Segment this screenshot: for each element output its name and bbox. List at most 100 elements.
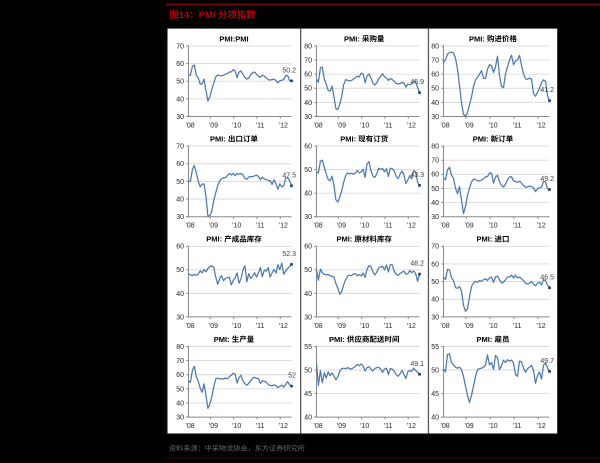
svg-text:30: 30 — [176, 114, 184, 121]
svg-text:’09: ’09 — [337, 323, 346, 330]
svg-text:’12: ’12 — [536, 423, 545, 430]
svg-text:50: 50 — [431, 279, 439, 286]
svg-text:’10: ’10 — [488, 423, 497, 430]
svg-text:50: 50 — [304, 86, 312, 93]
svg-text:50: 50 — [431, 367, 439, 374]
svg-text:PMI:: PMI: — [344, 34, 360, 43]
svg-text:50: 50 — [176, 79, 184, 86]
svg-text:40: 40 — [431, 200, 439, 207]
svg-text:30: 30 — [431, 114, 439, 121]
svg-text:’09: ’09 — [337, 223, 346, 230]
svg-text:60: 60 — [431, 72, 439, 79]
svg-text:30: 30 — [176, 314, 184, 321]
svg-text:PMI:: PMI: — [477, 235, 493, 244]
svg-text:40: 40 — [431, 297, 439, 304]
svg-text:30: 30 — [304, 314, 312, 321]
svg-text:30: 30 — [304, 214, 312, 221]
svg-text:’09: ’09 — [209, 123, 218, 130]
svg-text:’08: ’08 — [440, 223, 449, 230]
svg-text:’08: ’08 — [313, 423, 322, 430]
svg-text:PMI:: PMI: — [336, 235, 352, 244]
svg-text:40: 40 — [176, 400, 184, 407]
svg-text:70: 70 — [176, 43, 184, 50]
svg-text:’09: ’09 — [337, 423, 346, 430]
svg-text:’11: ’11 — [513, 123, 522, 130]
svg-text:’10: ’10 — [488, 223, 497, 230]
svg-text:70: 70 — [176, 144, 184, 151]
svg-text:’12: ’12 — [407, 223, 416, 230]
svg-text:49.2: 49.2 — [540, 176, 554, 183]
svg-text:46.5: 46.5 — [540, 274, 554, 281]
svg-text:’12: ’12 — [407, 123, 416, 130]
svg-text:’10: ’10 — [360, 223, 369, 230]
svg-text:’08: ’08 — [185, 423, 194, 430]
svg-text:50: 50 — [304, 167, 312, 174]
svg-text:70: 70 — [431, 244, 439, 251]
svg-text:60: 60 — [304, 72, 312, 79]
svg-text:80: 80 — [431, 43, 439, 50]
svg-text:’09: ’09 — [464, 323, 473, 330]
svg-text:’11: ’11 — [384, 123, 393, 130]
svg-text:30: 30 — [176, 214, 184, 221]
svg-text:45: 45 — [304, 391, 312, 398]
svg-text:60: 60 — [431, 261, 439, 268]
svg-text:70: 70 — [431, 57, 439, 64]
svg-text:’11: ’11 — [256, 423, 265, 430]
svg-text:’12: ’12 — [279, 223, 288, 230]
svg-text:’11: ’11 — [256, 123, 265, 130]
svg-text:’12: ’12 — [407, 423, 416, 430]
svg-text:50: 50 — [431, 86, 439, 93]
svg-text:60: 60 — [176, 61, 184, 68]
svg-text:40: 40 — [304, 291, 312, 298]
svg-text:’10: ’10 — [232, 223, 241, 230]
svg-text:’10: ’10 — [360, 123, 369, 130]
svg-text:’10: ’10 — [232, 123, 241, 130]
svg-text:48.2: 48.2 — [410, 261, 424, 268]
svg-text:41.2: 41.2 — [540, 87, 554, 94]
svg-text:55: 55 — [304, 344, 312, 351]
svg-text:’11: ’11 — [513, 223, 522, 230]
svg-text:’08: ’08 — [313, 123, 322, 130]
svg-text:55: 55 — [431, 344, 439, 351]
svg-text:’12: ’12 — [279, 423, 288, 430]
svg-text:’11: ’11 — [384, 223, 393, 230]
svg-text:PMI:: PMI: — [477, 335, 493, 344]
svg-text:60: 60 — [431, 172, 439, 179]
svg-text:45: 45 — [431, 391, 439, 398]
svg-text:’12: ’12 — [536, 123, 545, 130]
svg-text:47.5: 47.5 — [282, 172, 296, 179]
svg-text:40: 40 — [431, 415, 439, 422]
svg-text:PMI:: PMI: — [206, 235, 222, 244]
svg-text:’08: ’08 — [313, 323, 322, 330]
svg-text:PMI:PMI: PMI:PMI — [219, 34, 248, 43]
svg-text:PMI:: PMI: — [210, 135, 226, 144]
svg-text:50: 50 — [176, 267, 184, 274]
svg-text:70: 70 — [431, 158, 439, 165]
svg-text:52.3: 52.3 — [282, 251, 296, 258]
svg-text:40: 40 — [176, 291, 184, 298]
svg-text:’10: ’10 — [232, 423, 241, 430]
svg-text:’09: ’09 — [464, 123, 473, 130]
svg-text:’10: ’10 — [488, 323, 497, 330]
svg-text:’08: ’08 — [185, 123, 194, 130]
svg-text:40: 40 — [176, 96, 184, 103]
svg-text:PMI:: PMI: — [469, 34, 485, 43]
svg-text:’09: ’09 — [464, 423, 473, 430]
svg-text:60: 60 — [176, 244, 184, 251]
svg-text:’11: ’11 — [256, 223, 265, 230]
svg-text:’11: ’11 — [384, 323, 393, 330]
svg-text:50: 50 — [176, 179, 184, 186]
svg-text:’10: ’10 — [360, 323, 369, 330]
svg-text:’12: ’12 — [536, 323, 545, 330]
svg-text:’11: ’11 — [256, 323, 265, 330]
svg-text:’10: ’10 — [488, 123, 497, 130]
svg-text:’08: ’08 — [185, 223, 194, 230]
svg-text:50: 50 — [304, 367, 312, 374]
svg-text:’12: ’12 — [279, 123, 288, 130]
svg-text:’08: ’08 — [440, 123, 449, 130]
svg-text:’11: ’11 — [513, 423, 522, 430]
svg-text:43.3: 43.3 — [410, 172, 424, 179]
svg-text:’12: ’12 — [536, 223, 545, 230]
svg-text:’09: ’09 — [209, 323, 218, 330]
svg-text:PMI:: PMI: — [473, 135, 489, 144]
